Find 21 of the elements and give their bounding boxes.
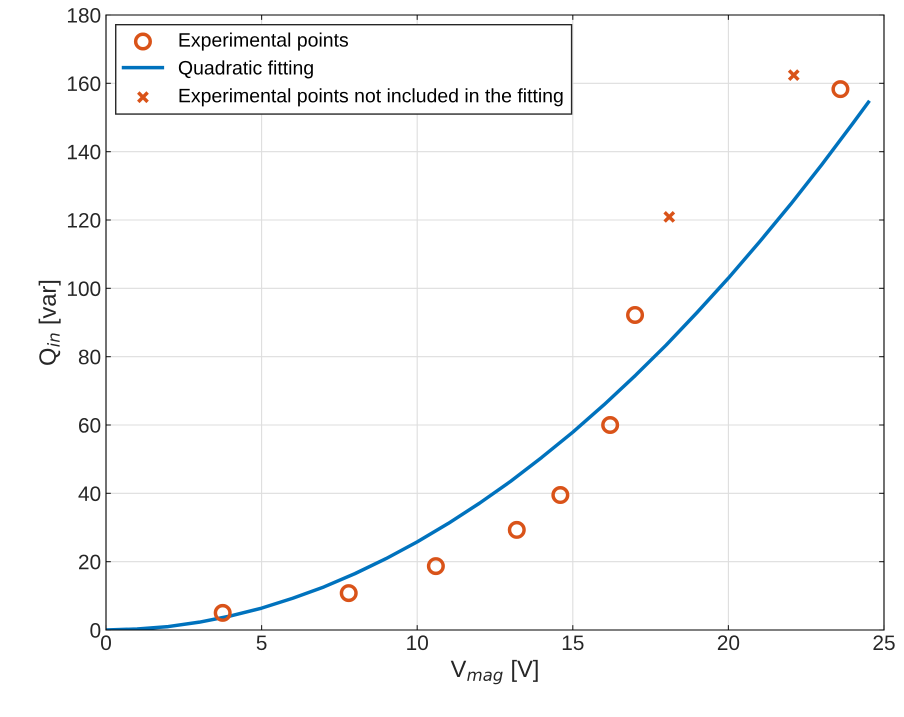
y-tick-label: 140 [68,144,100,160]
y-tick-label: 160 [68,76,100,92]
y-tick-label: 180 [68,8,100,23]
y-tick-label: 40 [78,486,100,502]
y-tick-label: 20 [79,554,100,570]
x-tick-label: 20 [718,635,740,650]
x-tick-label: 10 [407,635,428,650]
legend-label: Experimental points not included in the fitting [180,88,563,106]
x-axis-title: V$_{mag}$ [V] [450,660,538,684]
y-tick-label: 120 [68,213,100,228]
legend-label: Experimental points [180,32,348,51]
y-tick-label: 60 [79,418,100,433]
x-tick-label: 0 [101,635,111,650]
y-tick-label: 80 [78,350,100,364]
x-tick-label: 15 [562,636,584,650]
legend-label: Quadratic fitting [178,60,313,78]
x-tick-label: 5 [256,636,267,650]
y-axis-title: Q$_{in}$ [var] [38,280,61,365]
y-tick-label: 0 [90,623,100,638]
y-tick-label: 100 [68,281,100,296]
x-tick-label: 25 [873,635,895,650]
